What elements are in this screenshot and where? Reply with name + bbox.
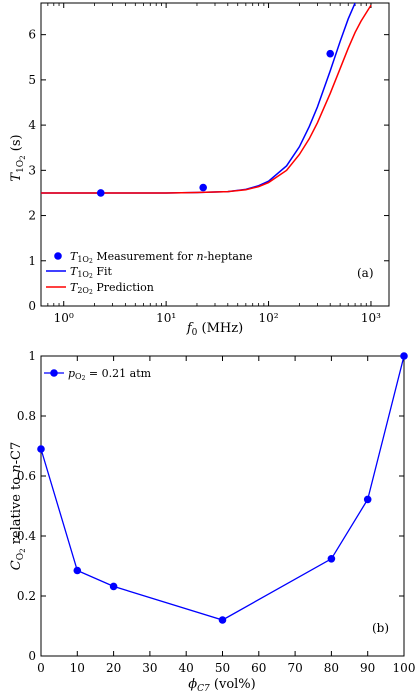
series-line-0 bbox=[41, 356, 404, 621]
y-tick-label: 6 bbox=[28, 28, 36, 42]
y-tick-label: 3 bbox=[28, 163, 36, 177]
data-point bbox=[37, 445, 45, 453]
x-tick-label: 70 bbox=[287, 661, 302, 675]
x-tick-label: 10² bbox=[259, 311, 279, 325]
data-point bbox=[327, 555, 336, 563]
data-point bbox=[199, 183, 207, 192]
y-tick-label: 0 bbox=[28, 649, 36, 663]
legend-text-measurement: T1O2 Measurement for n-heptane bbox=[70, 250, 253, 265]
x-tick-label: 100 bbox=[393, 661, 415, 675]
y-tick-label: 0.4 bbox=[17, 529, 36, 543]
data-point bbox=[400, 352, 408, 360]
data-point bbox=[96, 189, 105, 197]
x-tick-label: 60 bbox=[251, 661, 266, 675]
y-tick-label: 5 bbox=[28, 73, 36, 87]
series-line-2 bbox=[41, 4, 372, 194]
y-axis-label-b: CO2 relative to n-C7 bbox=[9, 442, 27, 571]
y-tick-label: 1 bbox=[28, 254, 36, 268]
x-axis-label-b: ϕC7 (vol%) bbox=[188, 677, 255, 693]
y-tick-label: 1 bbox=[28, 349, 36, 363]
series-points-a bbox=[96, 49, 335, 197]
y-tick-label: 0.6 bbox=[17, 469, 36, 483]
x-tick-label: 40 bbox=[179, 661, 194, 675]
legend-b: pO2 = 0.21 atm bbox=[44, 367, 152, 382]
y-tick-label: 0.2 bbox=[17, 589, 36, 603]
x-tick-label: 10⁰ bbox=[54, 311, 74, 325]
legend-text-prediction: T2O2 Prediction bbox=[70, 281, 154, 296]
x-axis-label-a: f0 (MHz) bbox=[186, 321, 243, 338]
x-tick-label: 50 bbox=[215, 661, 230, 675]
legend-marker-measurement bbox=[54, 252, 62, 260]
panel-label-a: (a) bbox=[357, 266, 374, 280]
y-tick-label: 0 bbox=[28, 299, 36, 313]
y-axis-label-a: T1O2 (s) bbox=[9, 134, 27, 181]
x-tick-label: 10³ bbox=[361, 311, 381, 325]
legend-text-po2: pO2 = 0.21 atm bbox=[68, 367, 152, 382]
data-point bbox=[218, 616, 227, 624]
x-tick-label: 20 bbox=[106, 661, 121, 675]
legend-a: T1O2 Measurement for n-heptane T1O2 Fit … bbox=[46, 250, 253, 296]
x-tick-label: 10¹ bbox=[156, 311, 176, 325]
data-point bbox=[109, 582, 118, 591]
panel-b: 0 10 20 30 40 50 60 70 80 90 100 0 0.2 0.4 0.6 0.8 1 CO2… bbox=[9, 349, 415, 693]
data-point bbox=[363, 495, 372, 504]
y-tick-label: 2 bbox=[28, 209, 36, 223]
series-line-1 bbox=[41, 3, 356, 194]
x-tick-label: 10 bbox=[70, 661, 85, 675]
plot-frame-b bbox=[40, 355, 405, 657]
data-point bbox=[73, 566, 82, 575]
data-point bbox=[326, 49, 335, 58]
panel-label-b: (b) bbox=[372, 621, 389, 635]
series-points-b bbox=[37, 352, 408, 624]
x-tick-label: 90 bbox=[360, 661, 375, 675]
x-tick-label: 30 bbox=[142, 661, 157, 675]
axis-ticks-a: 10⁰ 10¹ 10² 10³ 0 1 2 3 4 5 6 bbox=[28, 3, 389, 325]
series-lines-b bbox=[41, 356, 404, 621]
x-tick-label: 80 bbox=[324, 661, 339, 675]
y-tick-label: 4 bbox=[28, 118, 36, 132]
y-tick-label: 0.8 bbox=[17, 409, 36, 423]
panel-a: 10⁰ 10¹ 10² 10³ 0 1 2 3 4 5 6 T1O2 (s) f0 (MHz) T1… bbox=[9, 2, 390, 338]
legend-marker-po2 bbox=[50, 369, 58, 377]
series-lines-a bbox=[41, 3, 372, 194]
legend-text-fit: T1O2 Fit bbox=[70, 265, 112, 280]
x-tick-label: 0 bbox=[37, 661, 45, 675]
axis-ticks-b: 0 10 20 30 40 50 60 70 80 90 100 0 0.2 0.4 0.6 0.8 1 bbox=[17, 349, 415, 675]
